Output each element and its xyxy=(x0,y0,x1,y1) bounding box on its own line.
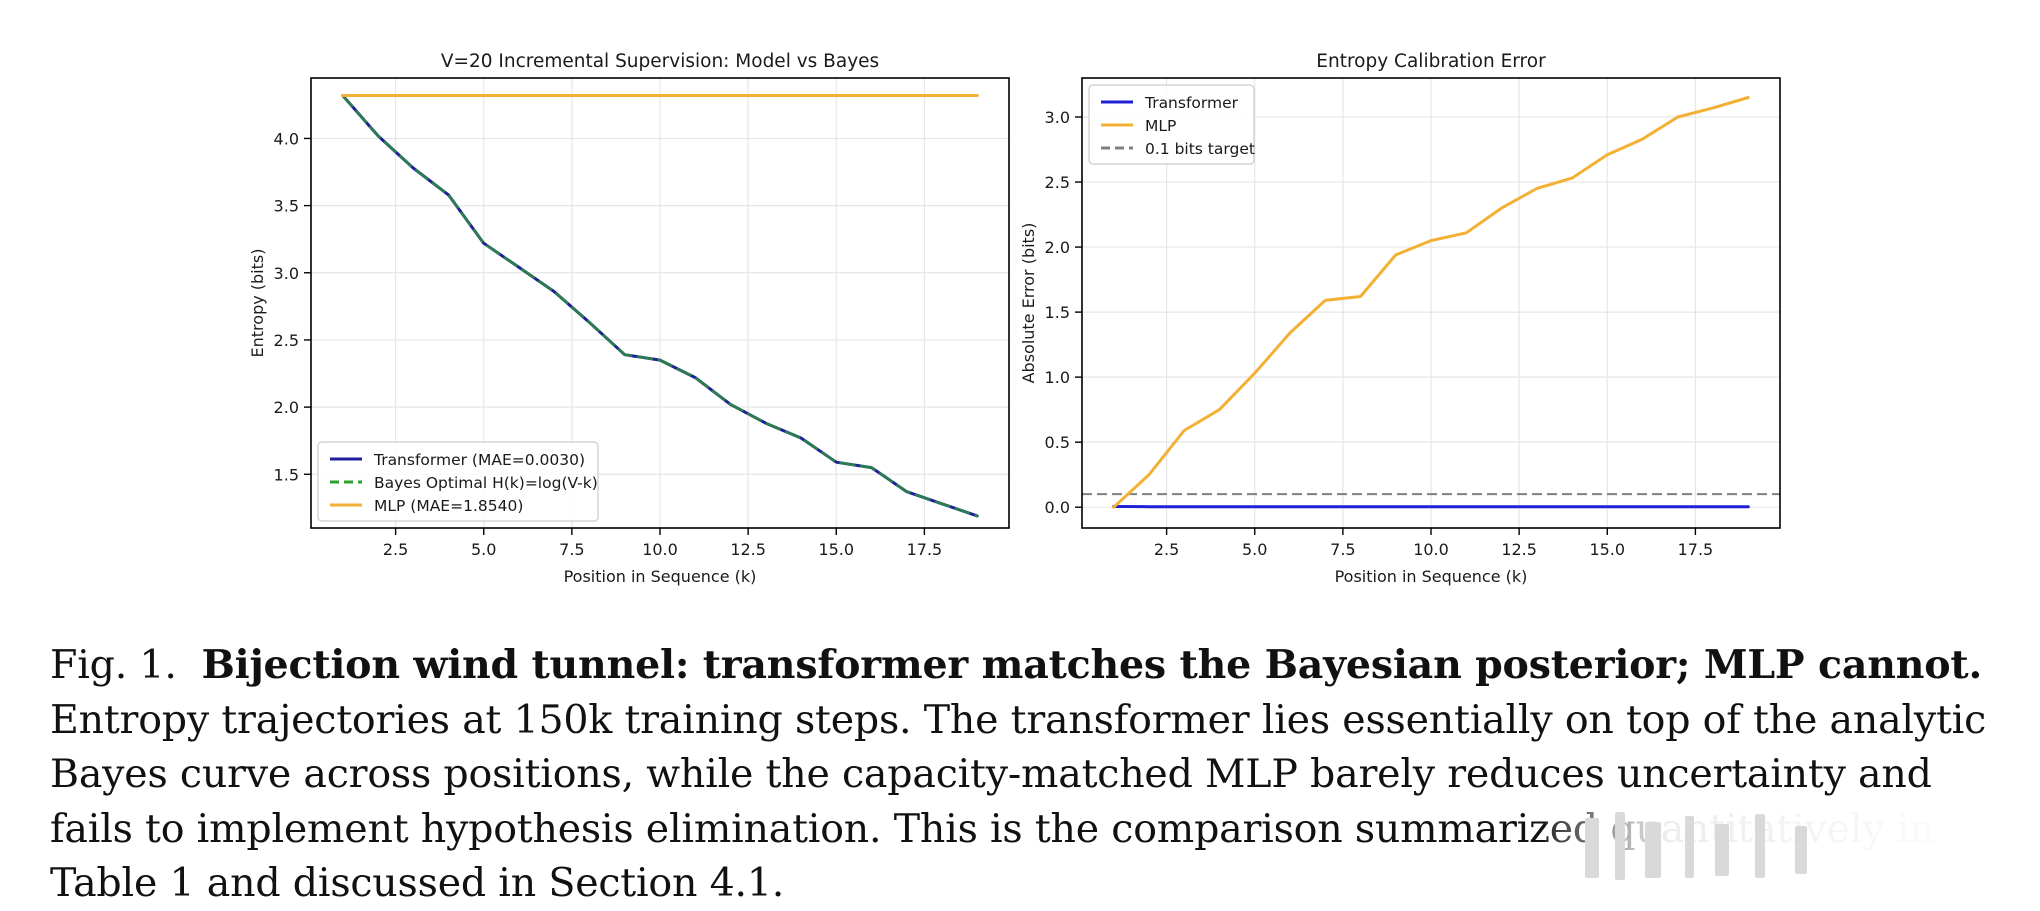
x-axis-label: Position in Sequence (k) xyxy=(564,567,757,586)
x-tick-label: 7.5 xyxy=(559,540,584,559)
y-tick-label: 1.0 xyxy=(1045,368,1070,387)
x-tick-label: 10.0 xyxy=(1413,540,1449,559)
x-tick-label: 7.5 xyxy=(1330,540,1355,559)
legend: Transformer (MAE=0.0030) Bayes Optimal H(… xyxy=(318,442,598,521)
y-tick-label: 1.5 xyxy=(274,465,299,484)
x-axis-label: Position in Sequence (k) xyxy=(1335,567,1528,586)
chart-panel-2: 2.5 5.0 7.5 10.0 12.5 15.0 17.5 0.0 0.5 1.0 1.5 2.0… xyxy=(1019,51,1780,586)
figure: 2.5 5.0 7.5 10.0 12.5 15.0 17.5 1.5 2.0 2.5 3.0 3.5… xyxy=(0,0,2040,600)
x-tick-label: 17.5 xyxy=(907,540,943,559)
chart-title: Entropy Calibration Error xyxy=(1316,51,1546,72)
x-tick-label: 15.0 xyxy=(818,540,854,559)
legend-label: Bayes Optimal H(k)=log(V-k) xyxy=(374,474,598,492)
x-tick-label: 10.0 xyxy=(642,540,678,559)
y-tick-label: 2.5 xyxy=(1045,173,1070,192)
y-axis-label: Absolute Error (bits) xyxy=(1019,223,1038,384)
y-tick-label: 0.5 xyxy=(1045,433,1070,452)
legend: Transformer MLP 0.1 bits target xyxy=(1089,85,1255,164)
caption-label: Fig. 1. xyxy=(50,642,177,688)
chart-title: V=20 Incremental Supervision: Model vs B… xyxy=(441,51,879,72)
y-tick-label: 3.5 xyxy=(274,197,299,216)
legend-label: 0.1 bits target xyxy=(1145,140,1255,158)
legend-label: Transformer (MAE=0.0030) xyxy=(373,451,585,469)
y-tick-label: 1.5 xyxy=(1045,303,1070,322)
y-tick-label: 4.0 xyxy=(274,129,299,148)
y-tick-label: 2.5 xyxy=(274,331,299,350)
legend-label: Transformer xyxy=(1144,94,1239,112)
legend-label: MLP (MAE=1.8540) xyxy=(374,497,523,515)
x-tick-label: 15.0 xyxy=(1589,540,1625,559)
y-tick-label: 3.0 xyxy=(274,264,299,283)
y-tick-label: 0.0 xyxy=(1045,498,1070,517)
y-axis-label: Entropy (bits) xyxy=(248,249,267,358)
x-tick-label: 2.5 xyxy=(383,540,408,559)
x-tick-label: 5.0 xyxy=(471,540,496,559)
chart-panel-1: 2.5 5.0 7.5 10.0 12.5 15.0 17.5 1.5 2.0 2.5 3.0 3.5… xyxy=(248,51,1009,586)
legend-label: MLP xyxy=(1145,117,1176,135)
y-tick-label: 3.0 xyxy=(1045,108,1070,127)
x-tick-label: 17.5 xyxy=(1678,540,1714,559)
x-tick-label: 5.0 xyxy=(1242,540,1267,559)
x-tick-label: 12.5 xyxy=(1501,540,1537,559)
x-tick-label: 2.5 xyxy=(1154,540,1179,559)
watermark-smudge xyxy=(1545,808,2015,886)
y-tick-label: 2.0 xyxy=(274,398,299,417)
y-tick-label: 2.0 xyxy=(1045,238,1070,257)
caption-title: Bijection wind tunnel: transformer match… xyxy=(201,642,1982,688)
x-tick-label: 12.5 xyxy=(730,540,766,559)
figure-svg: 2.5 5.0 7.5 10.0 12.5 15.0 17.5 1.5 2.0 2.5 3.0 3.5… xyxy=(0,0,2040,600)
